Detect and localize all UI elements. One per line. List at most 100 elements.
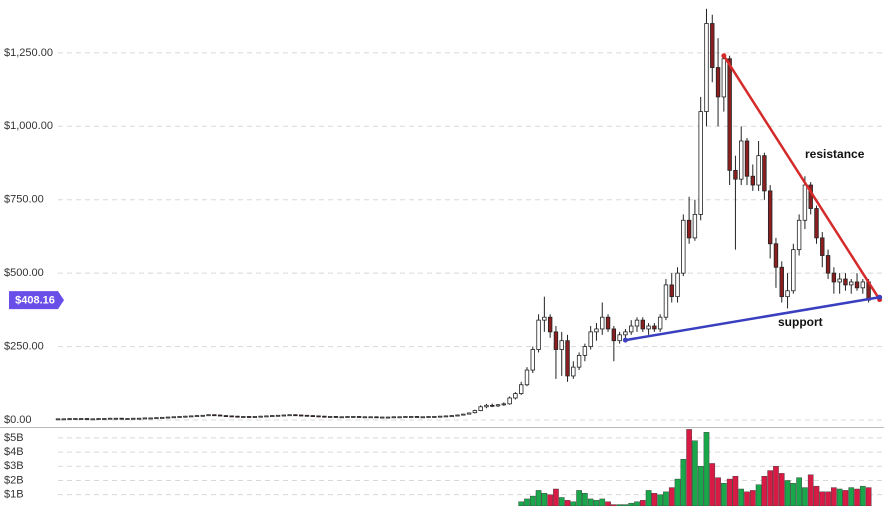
candle-body	[136, 417, 142, 420]
volume-bar	[680, 459, 687, 506]
candle-body	[293, 414, 298, 417]
candle-body	[779, 266, 784, 298]
volume-bar	[587, 498, 594, 506]
candle-body	[333, 416, 339, 418]
candle-body	[212, 414, 217, 417]
price-tag-label: $408.16	[15, 295, 55, 307]
volume-bar	[639, 500, 646, 506]
candle-body	[188, 415, 194, 418]
candle-body	[472, 410, 478, 414]
volume-bar	[819, 491, 826, 506]
volume-bar	[576, 490, 582, 506]
candle-body	[767, 190, 773, 245]
volume-bar	[599, 498, 606, 506]
y2-tick-label: $1B	[4, 489, 24, 501]
candle-body	[843, 278, 848, 286]
annotation: support	[778, 315, 823, 329]
candle-body	[235, 415, 240, 418]
y-tick-label: $500.00	[4, 267, 44, 279]
candle-body	[414, 416, 420, 418]
y-tick-label: $0.00	[4, 414, 32, 426]
candle-body	[154, 417, 159, 420]
candle-body	[391, 416, 397, 419]
candle-body	[600, 316, 605, 330]
annotation: resistance	[805, 147, 865, 161]
candle-body	[513, 393, 518, 399]
candle-body	[107, 417, 113, 420]
candle-body	[304, 414, 310, 417]
candle-body	[750, 175, 755, 186]
candle-body	[669, 284, 674, 298]
candle-body	[721, 58, 727, 98]
candle-body	[576, 354, 582, 368]
candle-body	[773, 243, 779, 268]
volume-bar	[715, 477, 721, 506]
candle-body	[142, 417, 148, 420]
candle-body	[275, 414, 281, 417]
candle-body	[571, 366, 576, 377]
y2-tick-label: $3B	[4, 460, 24, 472]
volume-bar	[825, 491, 831, 506]
candle-body	[322, 415, 327, 418]
candle-body	[542, 316, 547, 321]
candle-body	[206, 414, 211, 417]
candle-body	[102, 418, 107, 420]
volume-bar	[663, 491, 669, 506]
candle-body	[519, 384, 524, 394]
trendline	[625, 295, 880, 342]
candle-body	[692, 214, 698, 239]
candle-body	[351, 416, 356, 418]
candle-body	[727, 58, 732, 171]
volume-bar	[842, 490, 849, 506]
candle-body	[368, 416, 373, 419]
candle-body	[623, 331, 628, 336]
candle-body	[710, 23, 715, 68]
candle-body	[582, 346, 588, 356]
candle-body	[125, 418, 130, 420]
candle-body	[177, 416, 182, 418]
candle-body	[443, 415, 449, 418]
y-tick-label: $750.00	[4, 194, 44, 206]
candle-body	[553, 331, 559, 350]
candle-body	[298, 414, 304, 417]
candle-body	[78, 418, 84, 420]
volume-bar	[668, 487, 675, 506]
candle-body	[171, 416, 176, 419]
candle-body	[762, 155, 767, 192]
candle-body	[646, 325, 651, 330]
candle-body	[820, 237, 825, 256]
candle-body	[374, 416, 379, 419]
candle-body	[84, 418, 90, 420]
candle-body	[345, 416, 350, 418]
candle-body	[148, 417, 153, 420]
volume-bar	[767, 470, 773, 506]
candle-body	[310, 415, 315, 417]
candle-body	[547, 316, 553, 333]
candle-body	[61, 418, 66, 421]
volume-bar	[674, 478, 681, 506]
candle-body	[449, 415, 454, 417]
volume-bar	[570, 501, 577, 506]
candle-body	[437, 415, 443, 418]
candle-body	[663, 284, 669, 318]
candle-body	[160, 416, 165, 419]
candle-body	[495, 404, 501, 407]
price-tag	[9, 291, 64, 310]
candle-body	[634, 319, 640, 327]
candle-body	[704, 23, 709, 113]
candle-body	[380, 416, 385, 419]
candle-body	[281, 414, 287, 417]
volume-bar	[836, 488, 843, 506]
candle-body	[270, 415, 275, 417]
volume-bar	[651, 493, 658, 506]
volume-bar	[697, 466, 704, 506]
volume-bar	[535, 490, 542, 506]
candle-body	[420, 416, 425, 419]
candle-body	[594, 328, 599, 333]
volume-bar	[518, 501, 525, 506]
candle-body	[605, 316, 611, 330]
volume-bar	[541, 493, 548, 506]
candle-body	[385, 416, 391, 419]
candle-body	[455, 414, 460, 417]
